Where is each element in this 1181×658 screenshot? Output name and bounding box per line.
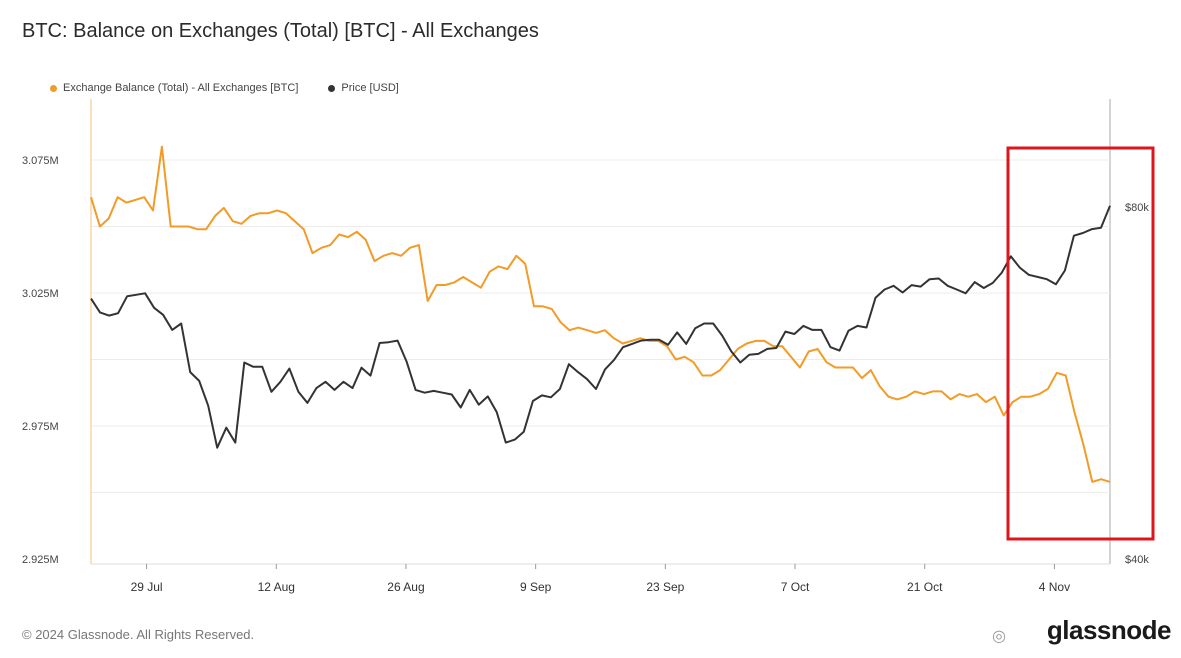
- legend-item-price[interactable]: Price [USD]: [328, 82, 399, 94]
- x-tick-label: 23 Sep: [646, 580, 684, 594]
- legend-label-balance: Exchange Balance (Total) - All Exchanges…: [63, 82, 299, 94]
- series-lines: [90, 145, 1111, 483]
- series-line-price: [90, 205, 1111, 449]
- x-tick-label: 4 Nov: [1039, 580, 1070, 594]
- y-left-tick-label: 2.975M: [22, 421, 59, 433]
- legend-item-balance[interactable]: Exchange Balance (Total) - All Exchanges…: [50, 82, 298, 94]
- x-tick-label: 12 Aug: [258, 580, 295, 594]
- legend: Exchange Balance (Total) - All Exchanges…: [50, 82, 399, 94]
- y-left-tick-label: 3.075M: [22, 155, 59, 167]
- x-axis: 29 Jul 12 Aug 26 Aug 9 Sep 23 Sep 7 Oct 21 Oct…: [131, 564, 1070, 594]
- series-line-balance: [90, 145, 1111, 483]
- watermark-icon: ◎: [992, 628, 1006, 645]
- chart-title: BTC: Balance on Exchanges (Total) [BTC] …: [22, 20, 539, 42]
- x-tick-label: 7 Oct: [781, 580, 810, 594]
- copyright: © 2024 Glassnode. All Rights Reserved.: [22, 627, 255, 642]
- x-tick-label: 9 Sep: [520, 580, 552, 594]
- y-right-tick-label: $40k: [1125, 554, 1149, 566]
- y-left-tick-label: 3.025M: [22, 288, 59, 300]
- highlight-box: [1006, 146, 1155, 541]
- y-axis-left: 3.075M 3.025M 2.975M 2.925M: [22, 155, 59, 566]
- brand-logo: glassnode: [1046, 615, 1172, 645]
- legend-label-price: Price [USD]: [341, 82, 399, 94]
- y-left-tick-label: 2.925M: [22, 554, 59, 566]
- x-tick-label: 26 Aug: [387, 580, 424, 594]
- legend-dot-price: [328, 84, 336, 92]
- gridlines: [90, 99, 1111, 565]
- x-tick-label: 21 Oct: [907, 580, 943, 594]
- legend-dot-balance: [50, 84, 57, 92]
- x-tick-label: 29 Jul: [131, 580, 163, 594]
- y-right-tick-label: $80k: [1125, 202, 1149, 214]
- y-axis-right: $80k $40k: [1125, 202, 1149, 566]
